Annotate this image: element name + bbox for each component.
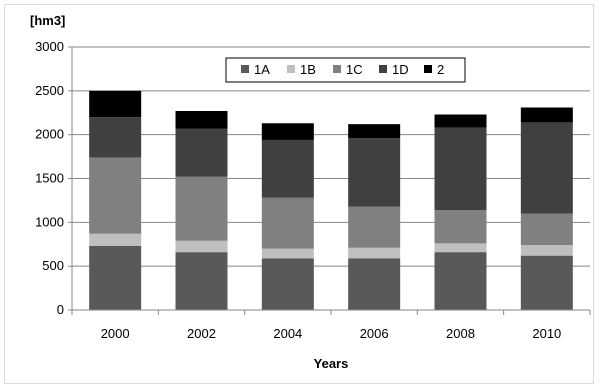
gridlines xyxy=(72,46,590,311)
bar-segment-1B-2000 xyxy=(89,233,142,247)
legend-swatch-2 xyxy=(424,65,432,73)
legend-label: 1A xyxy=(254,62,270,77)
bars xyxy=(89,90,573,310)
bar-segment-1C-2004 xyxy=(261,197,314,249)
bar-segment-1C-2006 xyxy=(348,206,401,248)
bar-segment-1A-2000 xyxy=(89,246,142,310)
x-tick-label: 2000 xyxy=(101,326,130,341)
x-tick-label: 2010 xyxy=(532,326,561,341)
x-tick-label: 2002 xyxy=(187,326,216,341)
legend-label: 2 xyxy=(437,62,444,77)
bar-segment-2-2006 xyxy=(348,124,401,139)
bar-segment-1D-2006 xyxy=(348,138,401,207)
bar-segment-1D-2000 xyxy=(89,117,142,158)
axes xyxy=(68,46,591,315)
x-tick-label: 2004 xyxy=(273,326,302,341)
bar-segment-1B-2010 xyxy=(520,245,573,256)
bar-segment-1D-2004 xyxy=(261,139,314,198)
bar-segment-2-2010 xyxy=(520,107,573,123)
bar-segment-2-2000 xyxy=(89,90,142,118)
y-tick-label: 500 xyxy=(42,258,64,273)
legend-swatch-1D xyxy=(379,65,387,73)
x-tick-label: 2006 xyxy=(360,326,389,341)
y-tick-labels: 0 500 1000 1500 2000 2500 3000 xyxy=(35,39,64,317)
bar-segment-1B-2008 xyxy=(434,243,487,253)
bar-segment-1D-2008 xyxy=(434,127,487,211)
bar-segment-2-2002 xyxy=(175,110,228,129)
bar-segment-1C-2008 xyxy=(434,210,487,244)
bar-segment-1D-2002 xyxy=(175,128,228,177)
bar-segment-1A-2004 xyxy=(261,258,314,310)
legend-swatch-1C xyxy=(333,65,341,73)
x-axis-title: Years xyxy=(314,356,349,371)
bar-segment-1A-2008 xyxy=(434,252,487,310)
legend: 1A 1B 1C 1D 2 xyxy=(225,57,466,83)
bar-segment-1B-2004 xyxy=(261,248,314,259)
y-tick-label: 3000 xyxy=(35,39,64,54)
bar-segment-1B-2002 xyxy=(175,240,228,253)
x-tick-labels: 2000 2002 2004 2006 2008 2010 xyxy=(101,326,562,341)
bar-segment-1C-2002 xyxy=(175,176,228,241)
x-tick-label: 2008 xyxy=(446,326,475,341)
bar-segment-1C-2010 xyxy=(520,213,573,246)
y-tick-label: 0 xyxy=(57,302,64,317)
legend-label: 1D xyxy=(392,62,409,77)
bar-segment-1C-2000 xyxy=(89,157,142,234)
bar-segment-1A-2002 xyxy=(175,252,228,310)
y-unit-label: [hm3] xyxy=(30,13,65,28)
bar-segment-1D-2010 xyxy=(520,122,573,214)
bar-segment-2-2004 xyxy=(261,123,314,140)
y-tick-label: 2500 xyxy=(35,83,64,98)
legend-swatch-1A xyxy=(241,65,249,73)
legend-label: 1B xyxy=(300,62,316,77)
bar-segment-1A-2010 xyxy=(520,255,573,310)
legend-swatch-1B xyxy=(287,65,295,73)
y-tick-label: 2000 xyxy=(35,127,64,142)
bar-segment-2-2008 xyxy=(434,114,487,128)
legend-label: 1C xyxy=(346,62,363,77)
bar-segment-1B-2006 xyxy=(348,247,401,259)
y-tick-label: 1000 xyxy=(35,214,64,229)
y-tick-label: 1500 xyxy=(35,171,64,186)
bar-segment-1A-2006 xyxy=(348,258,401,310)
